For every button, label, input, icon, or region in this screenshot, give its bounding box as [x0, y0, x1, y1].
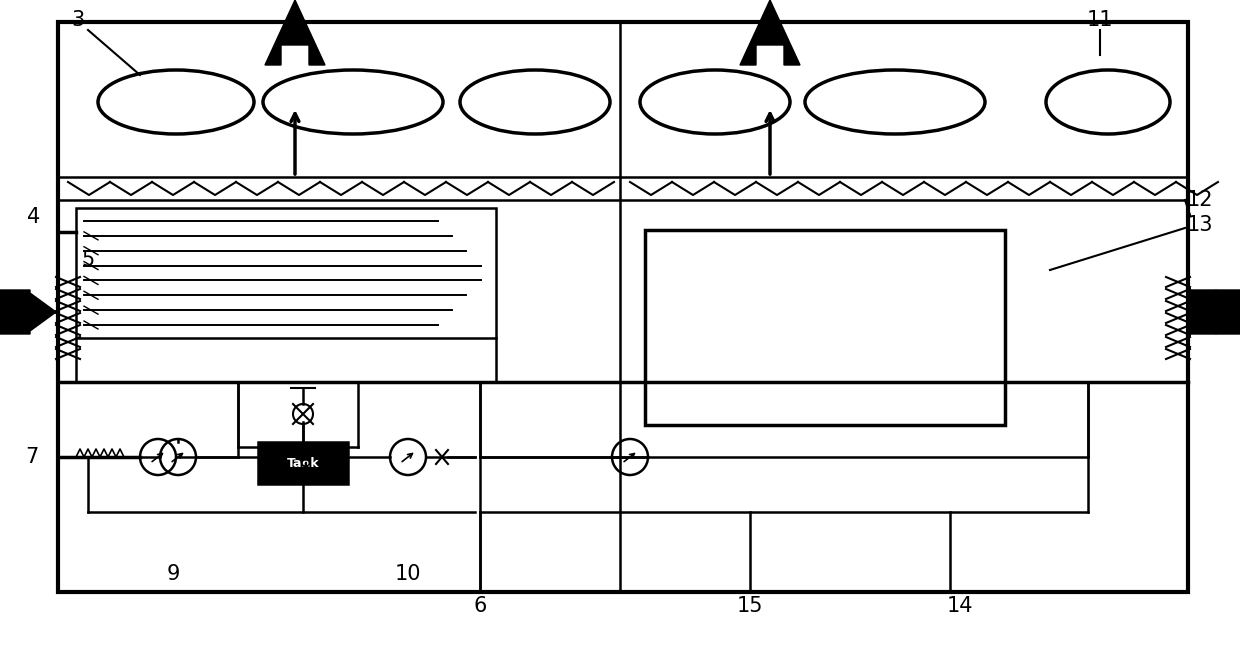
- Bar: [76, 208, 496, 338]
- Bar: [645, 230, 1004, 425]
- Polygon shape: [265, 0, 325, 65]
- Text: 4: 4: [27, 207, 41, 227]
- Text: 13: 13: [1187, 215, 1213, 235]
- Text: Tank: Tank: [286, 457, 320, 470]
- Polygon shape: [1190, 290, 1240, 334]
- Text: 7: 7: [25, 447, 38, 467]
- Text: 14: 14: [947, 596, 973, 616]
- Text: 10: 10: [394, 564, 422, 584]
- Polygon shape: [740, 0, 800, 65]
- Text: 15: 15: [737, 596, 764, 616]
- Text: 6: 6: [474, 596, 486, 616]
- Bar: [258, 442, 348, 484]
- Polygon shape: [1190, 290, 1216, 334]
- Text: 3: 3: [72, 10, 84, 30]
- Polygon shape: [0, 290, 56, 334]
- Text: 8: 8: [299, 459, 311, 479]
- Text: 12: 12: [1187, 190, 1213, 210]
- Text: 9: 9: [166, 564, 180, 584]
- Text: 5: 5: [82, 250, 94, 270]
- Bar: [58, 22, 1188, 592]
- Text: 11: 11: [1086, 10, 1114, 30]
